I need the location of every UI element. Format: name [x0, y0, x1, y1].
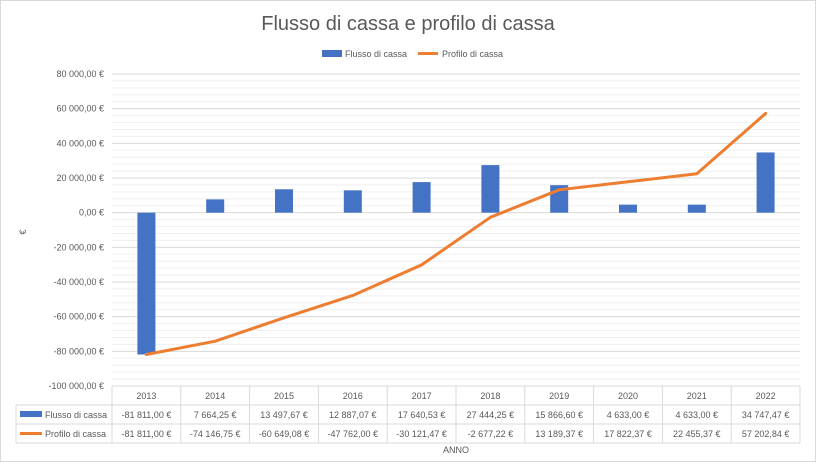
point-profilo-2018 — [488, 215, 492, 219]
y-tick-label: 80 000,00 € — [56, 69, 104, 79]
bar-flusso-2015 — [275, 189, 293, 213]
chart-title: Flusso di cassa e profilo di cassa — [261, 13, 555, 35]
table-row-label-flusso: Flusso di cassa — [45, 410, 107, 420]
bar-flusso-2022 — [756, 152, 775, 213]
point-profilo-2013 — [144, 352, 148, 356]
y-axis-label: € — [18, 229, 28, 234]
table-cell-flusso-2014: 7 664,25 € — [194, 410, 237, 420]
table-cell-profilo-2021: 22 455,37 € — [673, 429, 721, 439]
bar-flusso-2013 — [137, 212, 156, 355]
table-cell-profilo-2014: -74 146,75 € — [190, 429, 241, 439]
legend-label-profilo: Profilo di cassa — [442, 49, 503, 59]
bar-flusso-2018 — [481, 165, 500, 213]
point-profilo-2014 — [213, 339, 217, 343]
table-cell-flusso-2020: 4 633,00 € — [607, 410, 650, 420]
point-profilo-2020 — [626, 180, 630, 184]
bar-flusso-2021 — [687, 204, 706, 213]
table-cell-flusso-2016: 12 887,07 € — [329, 410, 377, 420]
y-tick-label: 40 000,00 € — [56, 138, 104, 148]
legend-label-flusso: Flusso di cassa — [345, 49, 407, 59]
line-profilo — [144, 112, 768, 356]
y-tick-label: -40 000,00 € — [53, 277, 104, 287]
table-header-2016: 2016 — [343, 391, 363, 401]
table-swatch-flusso — [20, 411, 42, 417]
table-header-2017: 2017 — [412, 391, 432, 401]
y-tick-label: -80 000,00 € — [53, 346, 104, 356]
table-cell-profilo-2016: -47 762,00 € — [328, 429, 379, 439]
table-cell-profilo-2017: -30 121,47 € — [396, 429, 447, 439]
y-tick-label: 20 000,00 € — [56, 173, 104, 183]
table-header-2019: 2019 — [549, 391, 569, 401]
bar-flusso-2014 — [206, 199, 225, 213]
y-tick-label: -60 000,00 € — [53, 312, 104, 322]
y-tick-label: 60 000,00 € — [56, 104, 104, 114]
y-tick-label: -20 000,00 € — [53, 242, 104, 252]
y-tick-label: -100 000,00 € — [48, 381, 104, 391]
table-cell-profilo-2013: -81 811,00 € — [121, 429, 171, 439]
table-header-2013: 2013 — [136, 391, 156, 401]
point-profilo-2015 — [282, 316, 286, 320]
table-cell-flusso-2019: 15 866,60 € — [535, 410, 583, 420]
table-header-2020: 2020 — [618, 391, 638, 401]
table-cell-flusso-2021: 4 633,00 € — [676, 410, 719, 420]
bar-flusso-2016 — [343, 190, 362, 213]
bar-flusso-2017 — [412, 182, 431, 213]
table-cell-flusso-2017: 17 640,53 € — [398, 410, 446, 420]
y-tick-label: 0,00 € — [79, 208, 104, 218]
table-row-label-profilo: Profilo di cassa — [45, 429, 106, 439]
table-cell-profilo-2020: 17 822,37 € — [604, 429, 652, 439]
table-cell-flusso-2018: 27 444,25 € — [467, 410, 515, 420]
table-cell-profilo-2019: 13 189,37 € — [535, 429, 583, 439]
point-profilo-2019 — [557, 188, 561, 192]
point-profilo-2016 — [351, 293, 355, 297]
table-cell-profilo-2022: 57 202,84 € — [742, 429, 790, 439]
point-profilo-2017 — [420, 263, 424, 267]
table-header-2015: 2015 — [274, 391, 294, 401]
legend-swatch-flusso — [322, 50, 342, 57]
x-axis-label: ANNO — [443, 445, 469, 455]
table-header-2022: 2022 — [756, 391, 776, 401]
table-cell-flusso-2013: -81 811,00 € — [121, 410, 171, 420]
point-profilo-2021 — [695, 172, 699, 176]
table-cell-flusso-2022: 34 747,47 € — [742, 410, 790, 420]
table-header-2014: 2014 — [205, 391, 225, 401]
table-header-2021: 2021 — [687, 391, 707, 401]
table-cell-profilo-2015: -60 649,08 € — [259, 429, 310, 439]
point-profilo-2022 — [764, 112, 768, 116]
bar-flusso-2020 — [619, 204, 637, 213]
table-cell-profilo-2018: -2 677,22 € — [468, 429, 514, 439]
table-cell-flusso-2015: 13 497,67 € — [260, 410, 308, 420]
table-header-2018: 2018 — [480, 391, 500, 401]
